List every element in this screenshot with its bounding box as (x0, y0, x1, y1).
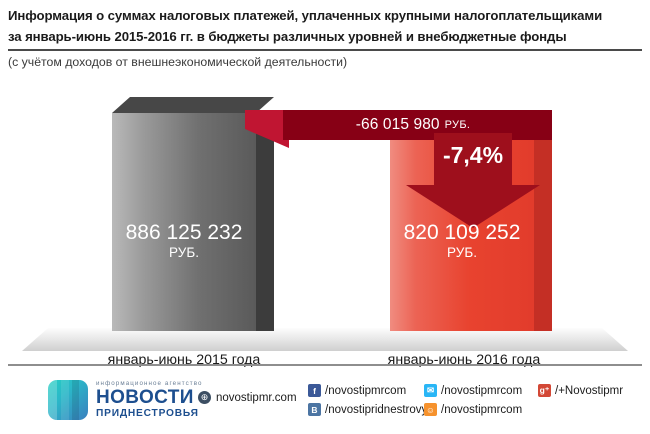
logo-agency-label: информационное агентство (96, 380, 203, 387)
googleplus-icon: g⁺ (538, 384, 551, 397)
bar-2016-unit-label: РУБ. (447, 245, 477, 260)
bar-chart: 886 125 232 РУБ. -66 015 980 РУБ. -7,4% … (0, 80, 650, 370)
globe-icon: ⊕ (198, 391, 211, 404)
social-link-googleplus[interactable]: g⁺ /+Novostipmr (538, 384, 623, 397)
header: Информация о суммах налоговых платежей, … (0, 0, 650, 71)
logo-name-label: НОВОСТИ (96, 387, 194, 408)
difference-unit: РУБ. (444, 119, 471, 131)
social-label-twitter: /novostipmrcom (441, 384, 523, 397)
bar-2015-side-face (256, 113, 274, 331)
logo-wordmark: информационное агентство НОВОСТИ ПРИДНЕС… (96, 380, 203, 420)
percent-down-arrow-icon (406, 133, 540, 228)
website-link[interactable]: ⊕ novostipmr.com (198, 391, 297, 404)
bar-2016-value-label: 820 109 252 (403, 221, 521, 244)
social-label-vk: /novostipridnestrovya (325, 403, 434, 416)
logo-region-label: ПРИДНЕСТРОВЬЯ (96, 408, 199, 419)
difference-amount: -66 015 980 (355, 116, 440, 133)
bar-2015-unit-label: РУБ. (169, 245, 199, 260)
social-link-twitter[interactable]: ✉ /novostipmrcom (424, 384, 522, 397)
title-divider (8, 49, 642, 51)
page-title-line-1: Информация о суммах налоговых платежей, … (8, 8, 603, 23)
chart-platform (22, 328, 628, 351)
social-link-facebook[interactable]: f /novostipmrcom (308, 384, 406, 397)
social-link-odnoklassniki[interactable]: ☺ /novostipmrcom (424, 403, 522, 416)
percent-change-label: -7,4% (442, 142, 504, 168)
social-link-vk[interactable]: B /novostipridnestrovya (308, 403, 434, 416)
logo-mark-icon (48, 380, 88, 420)
website-label: novostipmr.com (216, 391, 297, 404)
difference-ribbon-text: -66 015 980 РУБ. (283, 110, 543, 140)
odnoklassniki-icon: ☺ (424, 403, 437, 416)
chart-baseline (8, 364, 642, 366)
social-label-facebook: /novostipmrcom (325, 384, 407, 397)
bar-2015-value-label: 886 125 232 (125, 221, 243, 244)
bar-2015 (112, 113, 256, 331)
vk-icon: B (308, 403, 321, 416)
bar-2015-top-face (112, 97, 274, 113)
brand-logo[interactable]: информационное агентство НОВОСТИ ПРИДНЕС… (48, 380, 203, 420)
page-title-line-2: за январь-июнь 2015-2016 гг. в бюджеты р… (8, 29, 567, 44)
footer: информационное агентство НОВОСТИ ПРИДНЕС… (0, 372, 650, 434)
social-label-googleplus: /+Novostipmr (555, 384, 624, 397)
facebook-icon: f (308, 384, 321, 397)
page-subtitle: (с учётом доходов от внешнеэкономической… (8, 55, 348, 69)
social-label-odnoklassniki: /novostipmrcom (441, 403, 523, 416)
twitter-icon: ✉ (424, 384, 437, 397)
